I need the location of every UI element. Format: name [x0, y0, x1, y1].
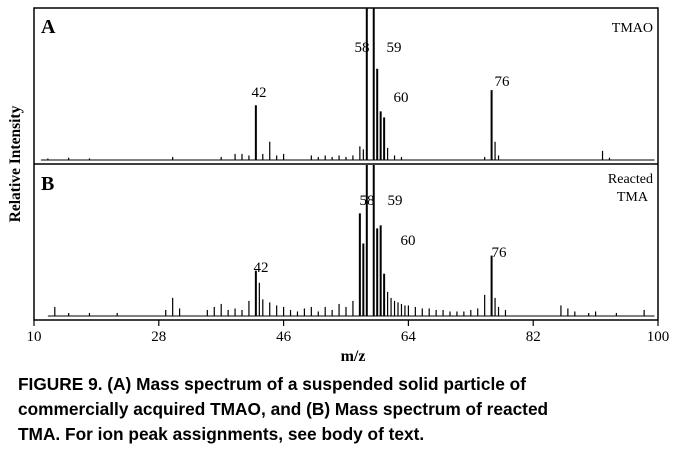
panel-a-letter: A — [41, 16, 56, 38]
peak-label-b-60: 60 — [401, 233, 416, 249]
peak-label-a-42: 42 — [252, 85, 267, 101]
x-axis-label: m/z — [341, 348, 366, 365]
y-axis-label: Relative Intensity — [7, 105, 24, 222]
peak-label-b-59: 59 — [388, 193, 403, 209]
peak-label-a-58: 58 — [355, 40, 370, 56]
peak-label-b-42: 42 — [254, 260, 269, 276]
x-tick-label: 82 — [526, 329, 541, 345]
x-tick-label: 64 — [401, 329, 417, 345]
x-tick-label: 10 — [27, 329, 42, 345]
x-tick-label: 46 — [276, 329, 292, 345]
caption-line-1: FIGURE 9. (A) Mass spectrum of a suspend… — [18, 374, 526, 394]
caption-line-2: commercially acquired TMAO, and (B) Mass… — [18, 399, 549, 419]
spectrum-panel-b — [47, 165, 655, 317]
panel-b-sample-label-line1: Reacted — [608, 172, 653, 187]
peak-label-a-76: 76 — [495, 74, 511, 90]
mass-spectrum-figure: Relative Intensity m/z A B TMAO Reacted … — [7, 7, 670, 365]
peak-label-b-76: 76 — [492, 245, 508, 261]
x-tick-label: 100 — [647, 329, 670, 345]
panel-b-sample-label-line2: TMA — [617, 190, 649, 205]
panel-a-sample-label: TMAO — [612, 21, 653, 36]
x-tick-label: 28 — [151, 329, 166, 345]
spectrum-panel-a — [40, 8, 655, 161]
peak-label-a-60: 60 — [394, 90, 409, 106]
figure-caption: FIGURE 9. (A) Mass spectrum of a suspend… — [18, 372, 668, 447]
panel-b-letter: B — [41, 173, 54, 195]
x-axis-ticks: 10 28 46 64 82 100 — [27, 320, 670, 345]
peak-label-a-59: 59 — [387, 40, 402, 56]
caption-line-3: TMA. For ion peak assignments, see body … — [18, 424, 425, 444]
